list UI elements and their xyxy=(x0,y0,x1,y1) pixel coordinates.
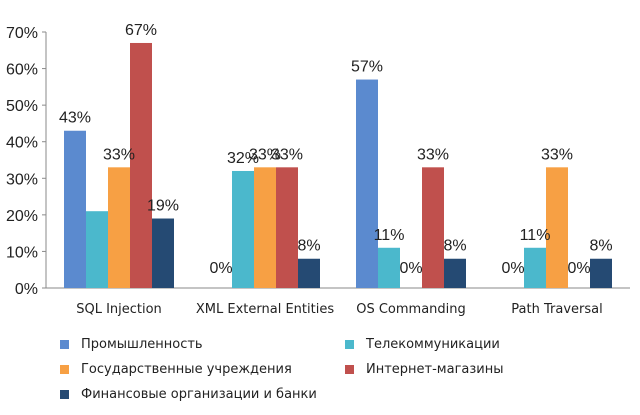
data-label: 67% xyxy=(125,22,157,39)
data-label: 8% xyxy=(443,238,466,255)
x-category-label: SQL Injection xyxy=(76,302,162,317)
data-label: 43% xyxy=(59,110,91,127)
data-label: 8% xyxy=(297,238,320,255)
bar xyxy=(356,79,378,289)
y-tick-label: 0% xyxy=(15,281,38,298)
bar xyxy=(378,247,400,288)
bar xyxy=(546,167,568,288)
data-label: 0% xyxy=(209,260,232,277)
bar xyxy=(298,258,320,288)
bar xyxy=(108,167,130,288)
legend-item: Телекоммуникации xyxy=(345,337,500,352)
bar xyxy=(152,218,174,288)
legend-item: Финансовые организации и банки xyxy=(60,387,317,402)
y-axis: 0% 10% 20% 30% 40% 50% 60% 70% xyxy=(6,25,47,298)
bar xyxy=(276,167,298,288)
y-tick-label: 40% xyxy=(6,135,38,152)
bar xyxy=(130,42,152,288)
legend-label: Интернет-магазины xyxy=(366,362,504,377)
data-labels: 43%33%67%19%0%32%33%33%8%57%11%0%33%8%0%… xyxy=(59,22,613,277)
data-label: 33% xyxy=(103,146,135,163)
legend-item: Государственные учреждения xyxy=(60,362,292,377)
y-tick-label: 20% xyxy=(6,208,38,225)
data-label: 33% xyxy=(541,146,573,163)
y-tick-label: 50% xyxy=(6,98,38,115)
data-label: 11% xyxy=(520,227,551,244)
data-label: 11% xyxy=(374,227,405,244)
y-tick-label: 10% xyxy=(6,244,38,261)
legend-swatch xyxy=(60,390,69,399)
legend: Промышленность Телекоммуникации Государств… xyxy=(60,332,620,412)
legend-swatch xyxy=(345,340,354,349)
data-label: 0% xyxy=(567,260,590,277)
bar xyxy=(86,211,108,288)
y-tick-label: 70% xyxy=(6,25,38,42)
legend-item: Промышленность xyxy=(60,337,203,352)
data-label: 19% xyxy=(147,198,179,215)
legend-item: Интернет-магазины xyxy=(345,362,504,377)
legend-swatch xyxy=(60,340,69,349)
data-label: 32% xyxy=(227,150,259,167)
data-label: 57% xyxy=(351,59,383,76)
x-axis: SQL Injection XML External Entities OS Com… xyxy=(46,287,630,317)
data-label: 8% xyxy=(589,238,612,255)
bar xyxy=(444,258,466,288)
bar xyxy=(64,130,86,288)
y-tick-label: 30% xyxy=(6,171,38,188)
legend-label: Телекоммуникации xyxy=(366,337,500,352)
data-label: 0% xyxy=(399,260,422,277)
data-label: 33% xyxy=(417,146,449,163)
x-category-label: XML External Entities xyxy=(196,302,334,317)
x-category-label: Path Traversal xyxy=(511,302,602,317)
y-tick-label: 60% xyxy=(6,62,38,79)
bar xyxy=(422,167,444,288)
legend-label: Государственные учреждения xyxy=(81,362,292,377)
bar xyxy=(590,258,612,288)
x-category-label: OS Commanding xyxy=(356,302,466,317)
data-label: 0% xyxy=(501,260,524,277)
bar-chart: 0% 10% 20% 30% 40% 50% 60% 70% SQL Injection XML… xyxy=(6,22,630,317)
legend-swatch xyxy=(345,365,354,374)
data-label: 33% xyxy=(249,146,281,163)
bars xyxy=(64,42,612,289)
data-label: 33% xyxy=(271,146,303,163)
legend-label: Промышленность xyxy=(81,337,203,352)
legend-label: Финансовые организации и банки xyxy=(81,387,317,402)
legend-swatch xyxy=(60,365,69,374)
bar xyxy=(232,170,254,288)
bar xyxy=(254,167,276,288)
bar xyxy=(524,247,546,288)
